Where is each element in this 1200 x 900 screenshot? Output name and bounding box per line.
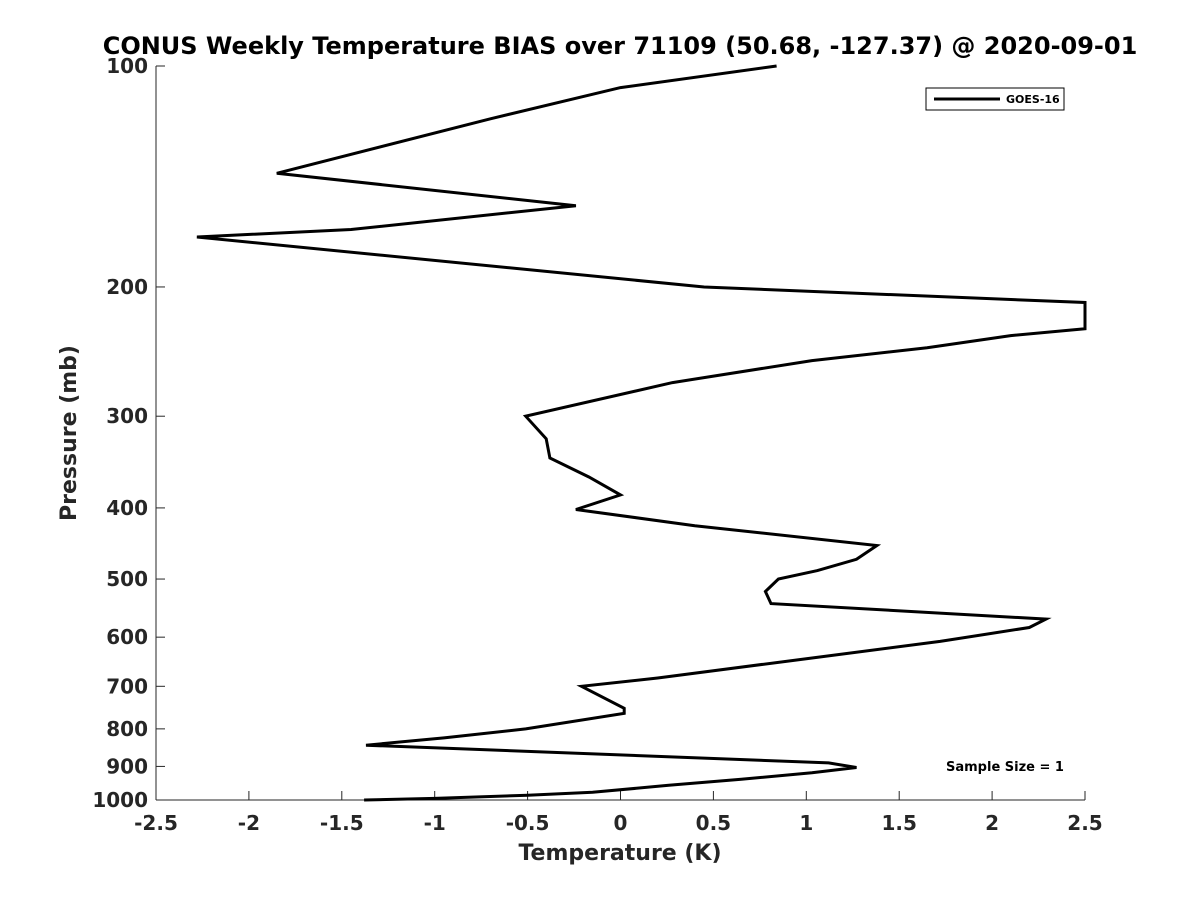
x-axis-label: Temperature (K) (518, 841, 721, 866)
y-tick-label: 100 (106, 54, 148, 78)
legend: GOES-16 (925, 87, 1065, 111)
y-tick-label: 500 (106, 567, 148, 591)
x-tick-label: 1 (799, 811, 813, 835)
y-axis-label: Pressure (mb) (57, 345, 82, 521)
x-ticks: -2.5 -2 -1.5 -1 -0.5 0 0.5 1 1.5 2 2.5 (134, 791, 1103, 835)
y-tick-label: 400 (106, 496, 148, 520)
y-tick-label: 800 (106, 717, 148, 741)
x-tick-label: 0 (614, 811, 628, 835)
x-tick-label: -1 (424, 811, 446, 835)
y-tick-label: 200 (106, 275, 148, 299)
x-tick-label: -2 (238, 811, 260, 835)
y-tick-label: 300 (106, 404, 148, 428)
x-tick-label: -2.5 (134, 811, 178, 835)
y-ticks: 100 200 300 400 500 600 700 800 900 1000 (92, 54, 165, 812)
x-tick-label: 2 (985, 811, 999, 835)
x-tick-label: 2.5 (1067, 811, 1102, 835)
y-tick-label: 600 (106, 625, 148, 649)
y-tick-label: 1000 (92, 788, 148, 812)
legend-entry-goes-16: GOES-16 (1006, 93, 1060, 106)
sample-size-annotation: Sample Size = 1 (946, 760, 1064, 775)
x-tick-label: 1.5 (881, 811, 916, 835)
y-tick-label: 700 (106, 674, 148, 698)
x-tick-label: -0.5 (506, 811, 550, 835)
x-tick-label: -1.5 (320, 811, 364, 835)
chart-title: CONUS Weekly Temperature BIAS over 71109… (103, 32, 1138, 60)
series-line-goes-16 (196, 64, 1087, 802)
y-tick-label: 900 (106, 754, 148, 778)
x-tick-label: 0.5 (696, 811, 731, 835)
